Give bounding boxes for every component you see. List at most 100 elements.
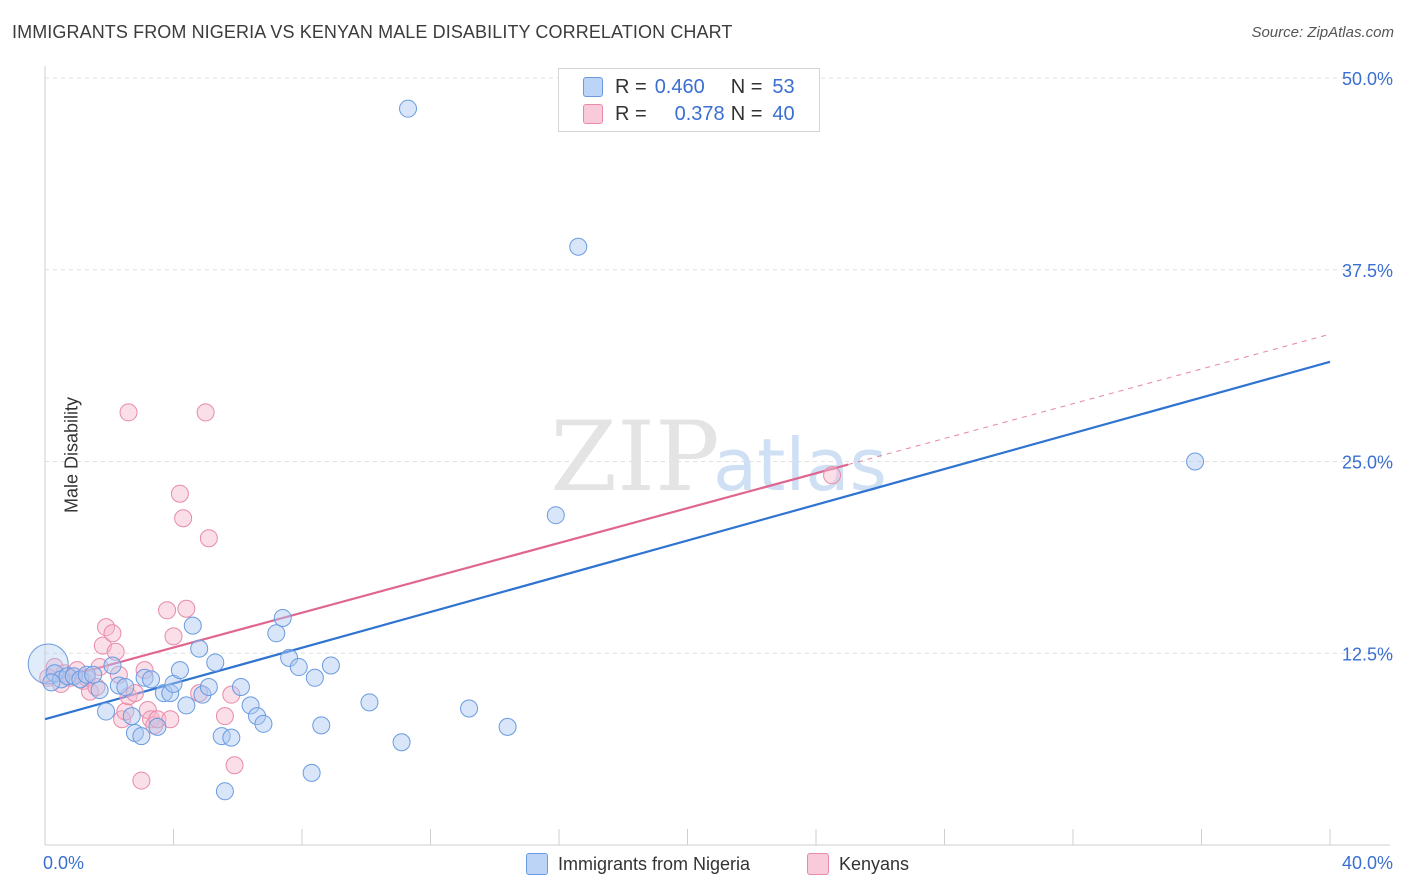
legend-n-value: 53: [772, 75, 795, 98]
kenya-point: [119, 403, 138, 422]
gridlines: [45, 77, 1390, 654]
nigeria-point: [460, 699, 479, 718]
nigeria-point: [135, 668, 154, 687]
watermark-zip: ZIP: [550, 401, 719, 513]
legend-n-label: N =: [730, 75, 763, 98]
legend-row-nigeria: R = 0.460 N = 53: [583, 75, 795, 99]
legend-row-kenya: R = 0.378 N = 40: [583, 102, 795, 126]
nigeria-point: [289, 658, 308, 677]
nigeria-point: [267, 624, 286, 643]
nigeria-point: [222, 728, 241, 747]
nigeria-point: [90, 681, 109, 700]
nigeria-point: [273, 608, 292, 627]
nigeria-point: [241, 696, 260, 715]
nigeria-point: [546, 506, 565, 525]
kenya-point: [158, 601, 177, 620]
kenya-point: [148, 710, 167, 729]
kenya-point: [215, 707, 234, 726]
nigeria-point: [177, 696, 196, 715]
nigeria-point: [27, 643, 69, 685]
nigeria-point: [312, 716, 331, 735]
nigeria-point: [215, 782, 234, 801]
nigeria-legend-label: Immigrants from Nigeria: [558, 853, 751, 874]
nigeria-point: [321, 656, 340, 675]
kenya-point: [225, 756, 244, 775]
kenya-trend-extension: [847, 333, 1331, 466]
kenya-point: [174, 509, 193, 528]
kenya-point: [190, 684, 209, 703]
legend-r-value: 0.378: [674, 102, 725, 125]
bottom-legend-kenya: Kenyans: [807, 852, 909, 876]
nigeria-point: [170, 661, 189, 680]
y-axis-title: Male Disability: [61, 396, 82, 514]
kenya-point: [170, 484, 189, 503]
source-label: Source: ZipAtlas.com: [1251, 24, 1394, 41]
y-tick-label: 37.5%: [1342, 261, 1393, 281]
kenya-point: [222, 685, 241, 704]
nigeria-point: [231, 677, 250, 696]
kenya-point: [116, 702, 135, 721]
kenya-point: [106, 642, 125, 661]
kenya-point: [135, 661, 154, 680]
nigeria-point: [190, 639, 209, 658]
nigeria-point: [199, 677, 218, 696]
nigeria-point: [305, 668, 324, 687]
nigeria-point: [103, 656, 122, 675]
nigeria-point: [569, 237, 588, 256]
kenya-point: [177, 599, 196, 618]
nigeria-point: [183, 616, 202, 635]
nigeria-point: [193, 685, 212, 704]
nigeria-point: [122, 707, 141, 726]
kenya-point: [164, 627, 183, 646]
bottom-legend-nigeria: Immigrants from Nigeria: [526, 852, 750, 876]
watermark: ZIP atlas: [550, 401, 887, 513]
legend-n-label: N =: [730, 102, 763, 125]
nigeria-point: [148, 717, 167, 736]
legend-r-label: R =: [615, 75, 647, 98]
legend-box: R = 0.460 N = 53 R = 0.378 N = 40: [558, 68, 820, 132]
x-tick-label: 0.0%: [43, 853, 84, 873]
chart-title: IMMIGRANTS FROM NIGERIA VS KENYAN MALE D…: [12, 22, 733, 42]
nigeria-point: [97, 702, 116, 721]
y-tick-label: 25.0%: [1342, 453, 1393, 473]
nigeria-point: [392, 733, 411, 752]
nigeria-point: [84, 665, 103, 684]
nigeria-point: [77, 665, 96, 684]
legend-n-value: 40: [772, 102, 795, 125]
kenya-point: [823, 466, 842, 485]
nigeria-point: [360, 693, 379, 712]
nigeria-point: [399, 99, 418, 118]
nigeria-trend-line: [44, 360, 1331, 721]
kenya-point: [132, 771, 151, 790]
nigeria-point: [42, 673, 61, 692]
kenya-legend-label: Kenyans: [839, 853, 910, 874]
axes: [44, 66, 1390, 846]
nigeria-point: [142, 670, 161, 689]
kenya-point: [196, 403, 215, 422]
x-tick-label: 40.0%: [1342, 853, 1393, 873]
y-tick-label: 50.0%: [1342, 69, 1393, 89]
nigeria-swatch: [583, 77, 603, 97]
nigeria-point: [302, 763, 321, 782]
nigeria-point: [116, 677, 135, 696]
kenya-point: [199, 529, 218, 548]
legend-r-value: 0.460: [654, 75, 705, 98]
kenya-swatch: [583, 104, 603, 124]
nigeria-point: [206, 653, 225, 672]
kenya-legend-swatch: [807, 853, 829, 875]
nigeria-legend-swatch: [526, 853, 548, 875]
trend-lines: [44, 333, 1331, 721]
y-tick-label: 12.5%: [1342, 644, 1393, 664]
nigeria-point: [212, 727, 231, 746]
data-points: [27, 99, 1205, 801]
nigeria-point: [254, 714, 273, 733]
nigeria-point: [498, 717, 517, 736]
legend-r-label: R =: [615, 102, 647, 125]
kenya-point: [125, 684, 144, 703]
tick-labels: 12.5% 25.0% 37.5% 50.0% 0.0% 40.0%: [43, 69, 1393, 873]
nigeria-point: [248, 707, 267, 726]
nigeria-point: [1186, 452, 1205, 471]
nigeria-point: [154, 684, 173, 703]
nigeria-point: [132, 727, 151, 746]
